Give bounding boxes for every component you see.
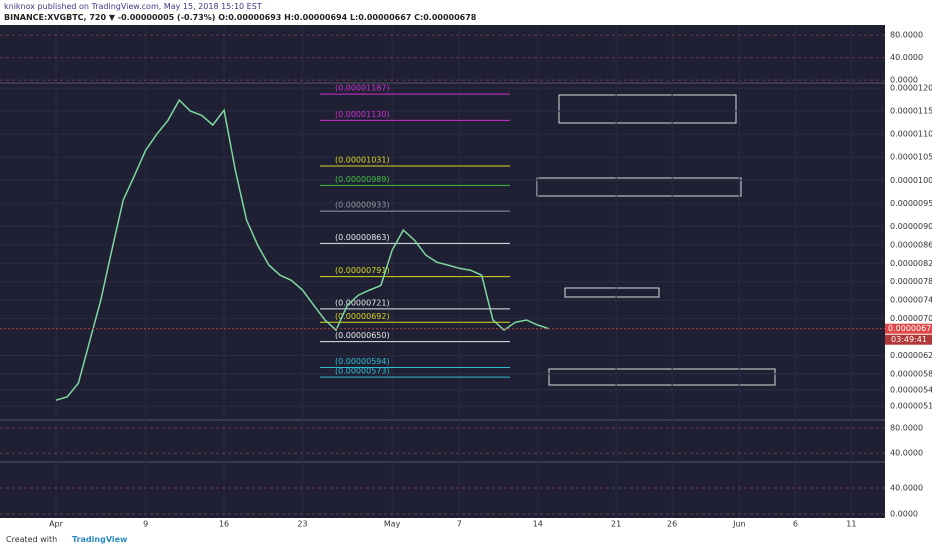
y-tick-label: 80.0000 (890, 31, 923, 40)
symbol-line: BINANCE:XVGBTC, 720 ▼ -0.00000005 (-0.73… (4, 13, 477, 22)
x-tick-label: 6 (793, 520, 798, 529)
price-badge-bg (885, 323, 932, 334)
x-tick-label: May (384, 520, 401, 529)
x-tick-label: 16 (219, 520, 229, 529)
level-label: (0.00001187) (335, 84, 390, 93)
footer: Created with TradingView (0, 530, 932, 550)
price-axis (885, 25, 932, 530)
background (0, 25, 932, 530)
x-tick-label: Jun (732, 520, 746, 529)
x-tick-label: 21 (611, 520, 621, 529)
header: kniknox published on TradingView.com, Ma… (0, 0, 932, 25)
countdown-bg (885, 334, 932, 345)
level-label: (0.00000989) (335, 175, 390, 184)
x-tick-label: 11 (846, 520, 856, 529)
level-label: (0.00000791) (335, 266, 390, 275)
y-tick-label: 40.0000 (890, 449, 923, 458)
level-label: (0.00001130) (335, 110, 390, 119)
level-label: (0.00000573) (335, 367, 390, 376)
target-box (536, 177, 742, 197)
level-label: (0.00000594) (335, 357, 390, 366)
target-box (558, 94, 737, 124)
x-tick-label: 9 (143, 520, 148, 529)
x-tick-label: Apr (49, 520, 64, 529)
y-tick-label: 0.00000545 (890, 386, 932, 395)
author-line: kniknox published on TradingView.com, Ma… (4, 2, 262, 11)
level-label: (0.00001031) (335, 155, 390, 164)
level-label: (0.00000863) (335, 233, 390, 242)
created-label: Created with (6, 535, 58, 544)
target-box (564, 287, 660, 298)
target-box (548, 368, 776, 386)
x-tick-label: 14 (533, 520, 543, 529)
level-label: (0.00000933) (335, 201, 390, 210)
y-tick-label: 40.0000 (890, 53, 923, 62)
countdown: 03:49:41 (891, 335, 927, 344)
level-label: (0.00000721) (335, 298, 390, 307)
x-tick-label: 23 (297, 520, 307, 529)
brand: TradingView (72, 535, 128, 544)
y-tick-label: 0.0000 (890, 76, 918, 85)
y-tick-label: 40.0000 (890, 484, 923, 493)
x-tick-label: 7 (457, 520, 462, 529)
x-tick-label: 26 (667, 520, 677, 529)
level-label: (0.00000692) (335, 312, 390, 321)
y-tick-label: 0.0000 (890, 510, 918, 519)
y-tick-label: 0.00000510 (890, 402, 932, 411)
price-badge: 0.00000678 (888, 324, 932, 333)
y-tick-label: 80.0000 (890, 424, 923, 433)
level-label: (0.00000650) (335, 331, 390, 340)
price-line (55, 98, 550, 401)
time-axis (0, 518, 932, 530)
